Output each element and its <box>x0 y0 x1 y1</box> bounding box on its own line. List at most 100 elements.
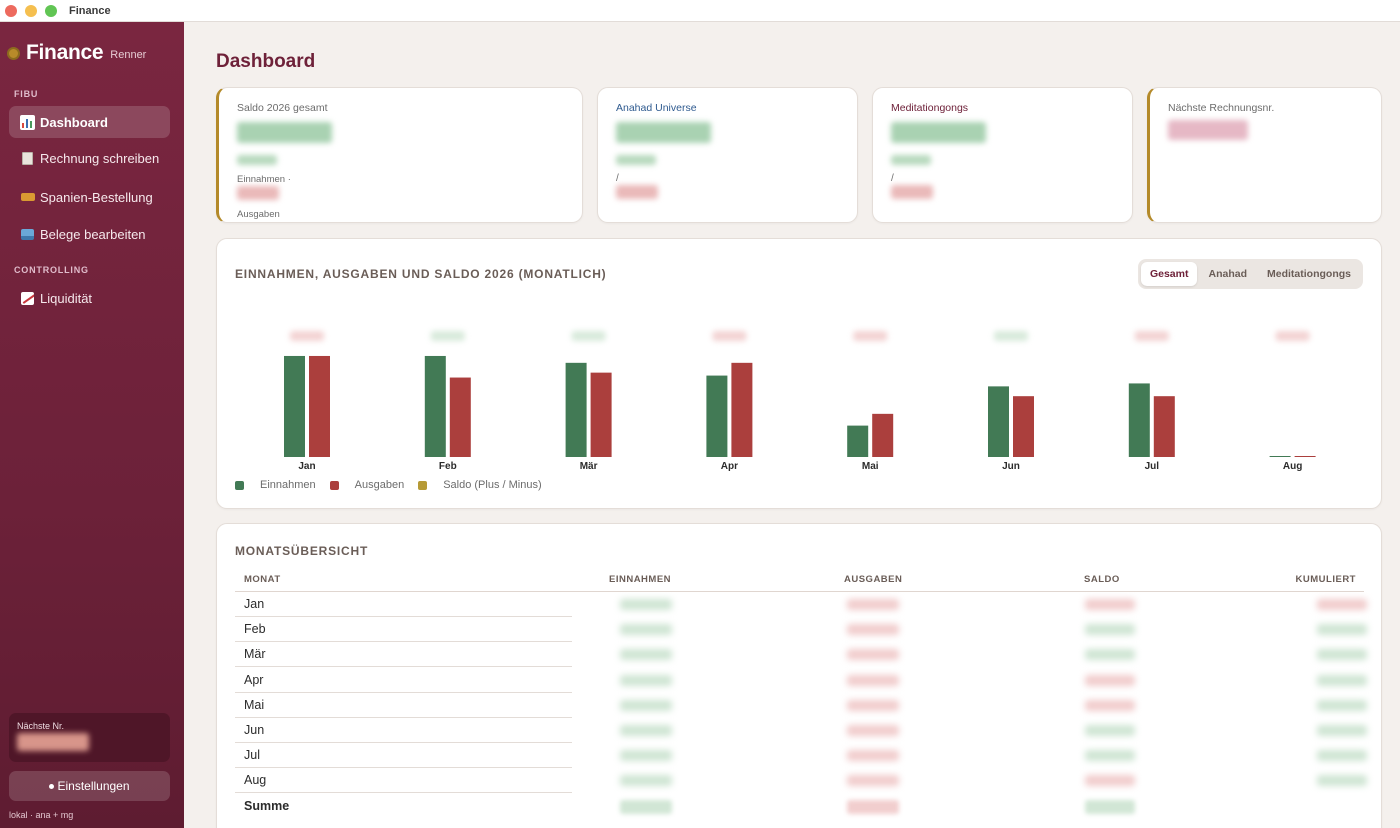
maximize-window-button[interactable] <box>45 4 57 17</box>
kpi-title: Saldo 2026 gesamt <box>237 102 328 114</box>
kpi-card-saldo-gesamt: Saldo 2026 gesamt Einnahmen · Ausgaben <box>216 87 583 223</box>
legend-swatch-expense <box>329 480 339 490</box>
saldo-label-redacted-aug <box>1275 331 1310 341</box>
income-value-redacted <box>620 750 672 762</box>
table-row: Jul <box>235 743 1367 769</box>
kpi-expense-value-redacted <box>616 185 658 199</box>
table-row: Apr <box>235 668 1367 693</box>
settings-button[interactable]: Einstellungen <box>9 771 170 801</box>
settings-dot-icon <box>49 783 55 789</box>
cumulative-value-redacted <box>1317 699 1367 711</box>
x-tick-label-jan: Jan <box>298 461 315 472</box>
header-einnahmen: EINNAHMEN <box>609 574 672 585</box>
saldo-label-redacted-feb <box>430 331 465 341</box>
settings-label: Einstellungen <box>57 779 130 793</box>
kpi-subvalue-redacted <box>891 155 931 165</box>
sidebar-footer: lokal · ana + mg <box>9 810 74 820</box>
sidebar-item-rechnung-schreiben[interactable]: Rechnung schreiben <box>9 142 170 174</box>
chart-filter-segmented-control: Gesamt Anahad Meditationgongs <box>1137 259 1363 289</box>
income-value-redacted <box>620 725 672 736</box>
kpi-expense-label: Ausgaben <box>237 209 280 220</box>
brand-logo-icon <box>7 46 20 60</box>
saldo-value-redacted <box>1085 649 1135 661</box>
kpi-separator: / <box>891 173 894 184</box>
header-ausgaben: AUSGABEN <box>844 574 903 585</box>
x-tick-label-apr: Apr <box>721 461 738 472</box>
bar-einnahmen-jul <box>1128 383 1150 457</box>
expense-value-redacted <box>847 624 899 636</box>
month-cell: Feb <box>235 617 572 643</box>
expense-value-redacted <box>847 725 899 736</box>
bar-chart: Jan Feb Mär Apr Mai Jun Jul Aug <box>284 331 1316 472</box>
sidebar-item-label: Dashboard <box>40 114 108 130</box>
table-row: Aug <box>235 768 1367 794</box>
saldo-label-redacted-mär <box>571 331 606 341</box>
expense-value-redacted <box>847 699 899 711</box>
kpi-card-meditationgongs: Meditationgongs / <box>872 87 1133 223</box>
kpi-income-label: Einnahmen · <box>237 174 291 185</box>
section-label-controlling: CONTROLLING <box>14 265 89 275</box>
bar-einnahmen-aug <box>1269 456 1291 457</box>
legend-swatch-saldo <box>418 480 428 490</box>
trend-chart-icon <box>20 291 35 306</box>
sidebar-item-label: Rechnung schreiben <box>40 150 160 166</box>
filter-meditationgongs[interactable]: Meditationgongs <box>1267 268 1351 280</box>
cumulative-value-redacted <box>1317 725 1367 736</box>
expense-value-redacted <box>847 649 899 661</box>
filter-gesamt[interactable]: Gesamt <box>1140 262 1198 286</box>
month-cell: Aug <box>235 768 572 794</box>
sidebar-item-spanien-bestellung[interactable]: Spanien-Bestellung <box>9 181 170 213</box>
cumulative-value-redacted <box>1317 750 1367 762</box>
sidebar-item-belege-bearbeiten[interactable]: Belege bearbeiten <box>9 218 170 250</box>
bar-ausgaben-mär <box>590 372 612 457</box>
saldo-label-redacted-mai <box>853 331 888 341</box>
saldo-value-redacted <box>1085 799 1135 814</box>
saldo-value-redacted <box>1085 775 1135 787</box>
cumulative-value-redacted <box>1317 775 1367 787</box>
window-controls <box>5 4 57 17</box>
window-title: Finance <box>69 4 111 17</box>
saldo-label-redacted-jun <box>994 331 1028 341</box>
kpi-value-redacted <box>891 122 986 143</box>
bar-einnahmen-jun <box>988 386 1009 457</box>
bar-einnahmen-feb <box>424 355 446 457</box>
month-cell: Jul <box>235 743 572 769</box>
sidebar-item-label: Spanien-Bestellung <box>40 189 153 205</box>
month-cell: Apr <box>235 668 572 693</box>
income-value-redacted <box>620 624 672 636</box>
monthly-overview-card: MONATSÜBERSICHT MONAT EINNAHMEN AUSGABEN… <box>216 523 1382 828</box>
expense-value-redacted <box>847 599 899 610</box>
table-row: Feb <box>235 617 1367 643</box>
kpi-subvalue-redacted <box>237 155 277 165</box>
brand-subtitle: Renner <box>110 48 147 61</box>
bar-chart-icon <box>20 114 35 130</box>
sidebar-item-liquiditaet[interactable]: Liquidität <box>9 282 170 314</box>
cumulative-value-redacted <box>1317 649 1367 661</box>
bar-einnahmen-jan <box>284 355 305 457</box>
x-tick-label-mai: Mai <box>862 461 879 472</box>
kpi-expense-value-redacted <box>891 185 933 199</box>
table-row: Jan <box>235 592 1367 617</box>
close-window-button[interactable] <box>5 4 17 17</box>
kpi-separator: / <box>616 173 619 184</box>
table-row: Jun <box>235 718 1367 743</box>
section-label-fibu: FIBU <box>14 89 39 99</box>
sidebar: Finance Renner FIBU Dashboard Rechnung s… <box>0 22 184 828</box>
x-tick-label-jul: Jul <box>1145 461 1160 472</box>
minimize-window-button[interactable] <box>25 4 37 17</box>
legend-label-income: Einnahmen <box>260 479 316 491</box>
saldo-value-redacted <box>1085 750 1135 762</box>
kpi-card-next-invoice-number: Nächste Rechnungsnr. <box>1147 87 1382 223</box>
sidebar-item-label: Belege bearbeiten <box>40 226 146 242</box>
kpi-expense-value-redacted <box>237 186 279 200</box>
x-tick-label-aug: Aug <box>1283 461 1302 472</box>
x-tick-label-feb: Feb <box>439 461 457 472</box>
legend-label-expense: Ausgaben <box>354 479 405 491</box>
kpi-title: Meditationgongs <box>891 102 969 114</box>
filter-anahad[interactable]: Anahad <box>1208 268 1247 280</box>
legend-swatch-income <box>235 480 244 490</box>
header-kumuliert: KUMULIERT <box>1295 574 1356 585</box>
sidebar-item-dashboard[interactable]: Dashboard <box>9 106 170 138</box>
bar-ausgaben-jul <box>1153 396 1175 457</box>
income-value-redacted <box>620 674 672 686</box>
